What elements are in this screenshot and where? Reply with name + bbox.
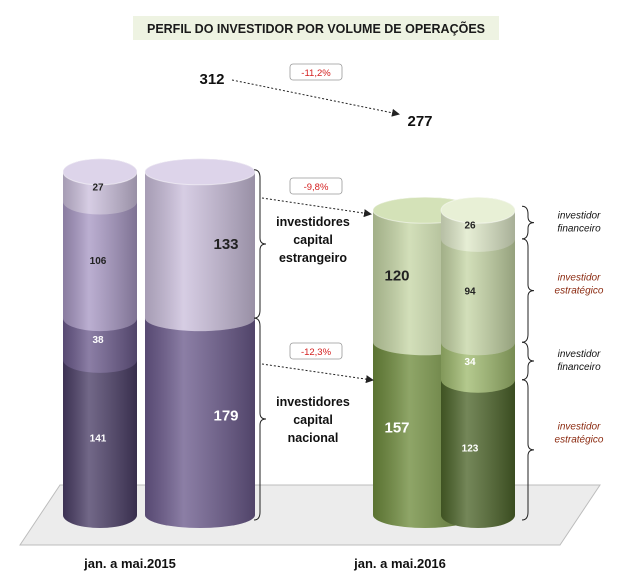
total-label-2015: 312 — [199, 71, 224, 88]
category-label-2015: jan. a mai.2015 — [83, 556, 176, 571]
bar-label-2016-estrangeiro: 120 — [384, 267, 409, 284]
cylinder-2015-groups-segment-0-shade — [145, 305, 255, 528]
change-total: -11,2% — [301, 68, 331, 79]
bar-label-2015-breakdown-0: 141 — [90, 433, 107, 444]
annotations-layer: 141 38 106 27 179 133 123 34 94 26 157 120 312 277 -11… — [83, 63, 604, 571]
legend-nacional-line-2: capital — [293, 413, 333, 427]
brace-2016-estrangeiro-financeiro — [521, 205, 535, 240]
legend-2016-nacional-estrategico-line-2: estratégico — [555, 434, 604, 445]
legend-2016-estrangeiro-financeiro-line-2: financeiro — [557, 224, 601, 235]
cylinder-2015-breakdown-segment-2-shade — [63, 188, 137, 332]
cylinder-2016-breakdown-top — [440, 196, 516, 224]
change-estrangeiro: -9,8% — [304, 182, 329, 193]
arrow-total — [231, 79, 400, 117]
cylinder-2015-groups-segment-1-shade — [145, 158, 255, 332]
legend-estrangeiro-line-1: investidores — [276, 215, 350, 229]
legend-2016-estrangeiro-financeiro-line-1: investidor — [558, 211, 601, 222]
brace-2015-estrangeiro — [253, 169, 267, 319]
legend-nacional-line-3: nacional — [288, 431, 339, 445]
cylinder-2016-breakdown-segment-0-shade — [441, 366, 515, 528]
change-nacional: -12,3% — [301, 347, 332, 358]
change-estrangeiro-box — [289, 177, 343, 195]
bar-label-2016-breakdown-2: 94 — [464, 287, 476, 298]
chart-title: PERFIL DO INVESTIDOR POR VOLUME DE OPERA… — [147, 21, 485, 36]
legend-2016-nacional-financeiro-line-1: investidor — [558, 349, 601, 360]
bar-label-2016-breakdown-3: 26 — [464, 221, 476, 232]
legend-2016-nacional-estrategico-line-1: investidor — [558, 421, 601, 432]
legend-2016-estrangeiro-estrategico-line-2: estratégico — [555, 286, 604, 297]
bar-label-2015-estrangeiro: 133 — [213, 236, 238, 253]
brace-2016-nacional-financeiro — [521, 341, 535, 381]
bar-label-2015-nacional: 179 — [213, 408, 238, 425]
total-label-2016: 277 — [407, 113, 432, 130]
arrow-nacional — [261, 363, 374, 384]
bar-label-2016-breakdown-1: 34 — [464, 357, 476, 368]
cylinder-2016-breakdown-segment-2-shade — [441, 225, 515, 356]
change-total-box — [289, 63, 343, 81]
bar-label-2016-breakdown-0: 123 — [462, 443, 479, 454]
legend-estrangeiro-line-3: estrangeiro — [279, 251, 347, 265]
legend-nacional-line-1: investidores — [276, 395, 350, 409]
cylinder-2015-breakdown-top — [62, 158, 138, 186]
bar-label-2015-breakdown-2: 106 — [90, 256, 107, 267]
legend-estrangeiro-line-2: capital — [293, 233, 333, 247]
bars-layer — [62, 158, 516, 528]
legend-2016-nacional-financeiro-line-2: financeiro — [557, 362, 601, 373]
bar-label-2015-breakdown-1: 38 — [92, 335, 104, 346]
chart-title-background — [133, 16, 499, 40]
bar-label-2016-nacional: 157 — [384, 420, 409, 437]
brace-2015-nacional — [253, 317, 267, 521]
brace-2016-estrangeiro-estrategico — [521, 238, 535, 343]
brace-2016-nacional-estrategico — [521, 379, 535, 521]
arrow-estrangeiro — [261, 197, 372, 218]
legend-2016-estrangeiro-estrategico-line-1: investidor — [558, 273, 601, 284]
change-nacional-box — [289, 342, 343, 360]
category-label-2016: jan. a mai.2016 — [353, 556, 446, 571]
cylinder-2015-breakdown-segment-0-shade — [63, 346, 137, 528]
bar-label-2015-breakdown-3: 27 — [92, 183, 104, 194]
cylinder-2015-groups-top — [144, 158, 256, 186]
